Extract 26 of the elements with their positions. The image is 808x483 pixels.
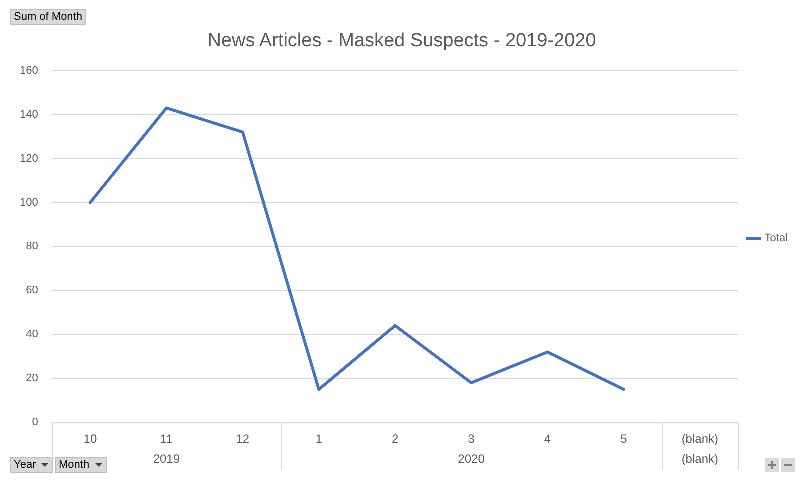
y-tick-label: 140 xyxy=(20,108,38,121)
text: 2019 xyxy=(153,452,180,466)
x-tick-label: 2 xyxy=(392,432,399,446)
y-tick-label: 60 xyxy=(26,284,38,297)
text: Year xyxy=(14,459,36,471)
legend-label: Total xyxy=(764,232,788,245)
x-tick-label: 12 xyxy=(236,432,250,446)
x-tick-label: 3 xyxy=(468,432,476,446)
text: 2020 xyxy=(458,452,486,466)
y-tick-label: 160 xyxy=(20,64,38,77)
y-tick-label: 0 xyxy=(32,416,38,429)
x-tick-label: 1 xyxy=(316,432,323,446)
y-tick-label: 100 xyxy=(20,196,38,209)
x-tick-label: 4 xyxy=(544,432,552,446)
y-tick-label: 80 xyxy=(26,240,38,253)
chart-title: News Articles - Masked Suspects - 2019-2020 xyxy=(208,30,596,52)
y-tick-label: 20 xyxy=(26,372,38,385)
text: Sum of Month xyxy=(14,11,82,23)
x-tick-label: (blank) xyxy=(682,432,718,446)
text: Month xyxy=(59,459,90,471)
y-tick-label: 120 xyxy=(20,152,38,165)
x-tick-label: 11 xyxy=(160,432,174,446)
x-tick-label: 10 xyxy=(84,432,98,446)
text: (blank) xyxy=(682,452,718,466)
y-tick-label: 40 xyxy=(26,328,38,341)
x-tick-label: 5 xyxy=(620,432,628,446)
